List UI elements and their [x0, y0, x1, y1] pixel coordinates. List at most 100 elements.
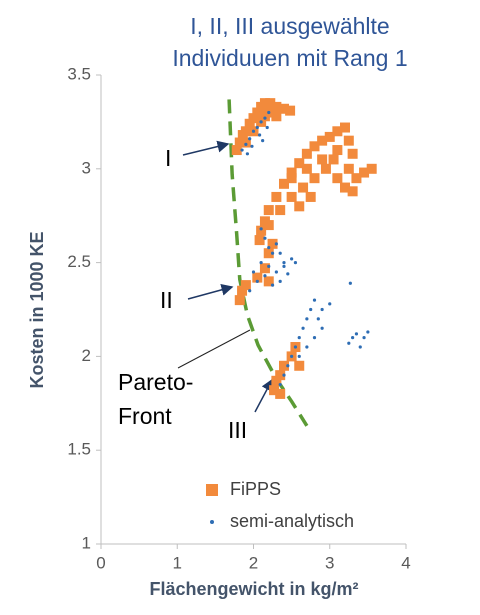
annotation: III [228, 417, 247, 443]
fipps-point [301, 163, 312, 174]
semi-analytic-point [312, 336, 317, 340]
arrows [177, 140, 273, 413]
semi-analytic-point [282, 373, 286, 377]
semi-analytic-point [320, 307, 324, 312]
semi-analytic-point [259, 227, 263, 231]
fipps-point [286, 173, 297, 184]
fipps-point [332, 126, 343, 137]
fipps-point [271, 101, 282, 112]
semi-analytic-point [351, 336, 355, 340]
semi-analytic-point [248, 137, 252, 141]
fipps-point [240, 126, 251, 137]
semi-analytic-point [265, 125, 269, 130]
fipps-point [332, 173, 343, 184]
fipps-point [275, 370, 286, 381]
semi-analytic-point [328, 302, 332, 306]
semi-analytic-point [348, 281, 352, 285]
semi-analytic-point [297, 336, 301, 340]
x-tick-label: 2 [249, 553, 258, 572]
semi-analytic-point [270, 283, 275, 287]
fipps-point [263, 220, 274, 231]
semi-analytic-point [354, 332, 359, 336]
semi-analytic-point [244, 142, 248, 147]
semi-analytic-point [312, 298, 317, 302]
semi-analytic-point [366, 330, 370, 334]
fipps-point [269, 385, 280, 396]
fipps-point [275, 388, 286, 399]
fipps-point [267, 238, 278, 249]
semi-analytic-point [293, 345, 298, 349]
fipps-point [343, 163, 354, 174]
semi-analytic-point [278, 279, 282, 283]
semi-analytic-point [305, 317, 309, 321]
semi-analytic-point [297, 354, 301, 358]
fipps-point [234, 137, 245, 148]
annotation: Front [118, 403, 172, 429]
semi-analytic-point [347, 341, 351, 345]
semi-analytic-point [362, 336, 366, 340]
y-tick-label: 2 [82, 346, 91, 365]
fipps-point [256, 225, 267, 236]
fipps-point [285, 105, 296, 116]
semi-analytic-point [316, 317, 320, 321]
legend-label: semi-analytisch [230, 511, 354, 531]
fipps-point [309, 141, 320, 152]
semi-analytic-point [358, 345, 362, 349]
semi-analytic-point [261, 139, 265, 143]
fipps-point [263, 205, 274, 216]
semi-analytic-point [251, 270, 256, 274]
semi-analytic-point [259, 261, 263, 265]
fipps-point [343, 135, 354, 146]
fipps-point [240, 137, 251, 148]
y-axis-label: Kosten in 1000 KE [27, 231, 47, 388]
fipps-point [347, 186, 358, 197]
semi-analytic-point [290, 257, 294, 261]
fipps-point [275, 205, 286, 216]
semi-analytic-point [278, 251, 282, 255]
semi-analytic-point [282, 261, 286, 265]
semi-analytic-point [248, 289, 252, 293]
fipps-point [340, 122, 350, 133]
semi-analytic-point [267, 110, 271, 115]
fipps-point [294, 158, 305, 169]
fipps-point [320, 163, 331, 174]
fipps-point [244, 118, 255, 129]
fipps-point [279, 103, 289, 114]
semi-analytic-point [274, 270, 278, 274]
fipps-point [237, 285, 248, 296]
fipps-point [328, 154, 339, 165]
y-tick-label: 2.5 [67, 252, 91, 271]
annotation: II [160, 287, 173, 313]
fipps-point [259, 111, 270, 122]
semi-analytic-point [309, 307, 313, 312]
semi-analytic-point [245, 152, 249, 156]
semi-analytic-point [263, 236, 267, 240]
x-tick-label: 1 [173, 553, 182, 572]
semi-analytic-point [286, 364, 290, 368]
fipps-point [324, 131, 335, 142]
fipps-point [347, 148, 358, 159]
semi-analytic-point [258, 133, 262, 137]
semi-analytic-point [305, 345, 309, 349]
semi-analytic-point [267, 264, 271, 268]
semi-analytic-point [320, 326, 324, 330]
semi-analytic-point [278, 382, 282, 387]
fipps-point [351, 173, 362, 184]
y-tick-label: 1.5 [67, 440, 91, 459]
y-tick-label: 3 [82, 158, 91, 177]
fipps-point [271, 191, 282, 202]
semi-analytic-point [240, 148, 244, 152]
y-tick-label: 1 [82, 533, 91, 552]
fipps-point [259, 98, 270, 109]
fipps-point [240, 280, 251, 291]
x-tick-label: 3 [325, 553, 334, 572]
fipps-point [271, 111, 282, 122]
semi-analytic-point [274, 242, 278, 246]
fipps-point [252, 107, 263, 118]
fipps-point [317, 154, 328, 165]
chart-title: I, II, III ausgewählte [190, 13, 389, 39]
pareto-front [227, 99, 309, 427]
semi-analytic-point [286, 272, 290, 276]
fipps-point [366, 163, 377, 174]
